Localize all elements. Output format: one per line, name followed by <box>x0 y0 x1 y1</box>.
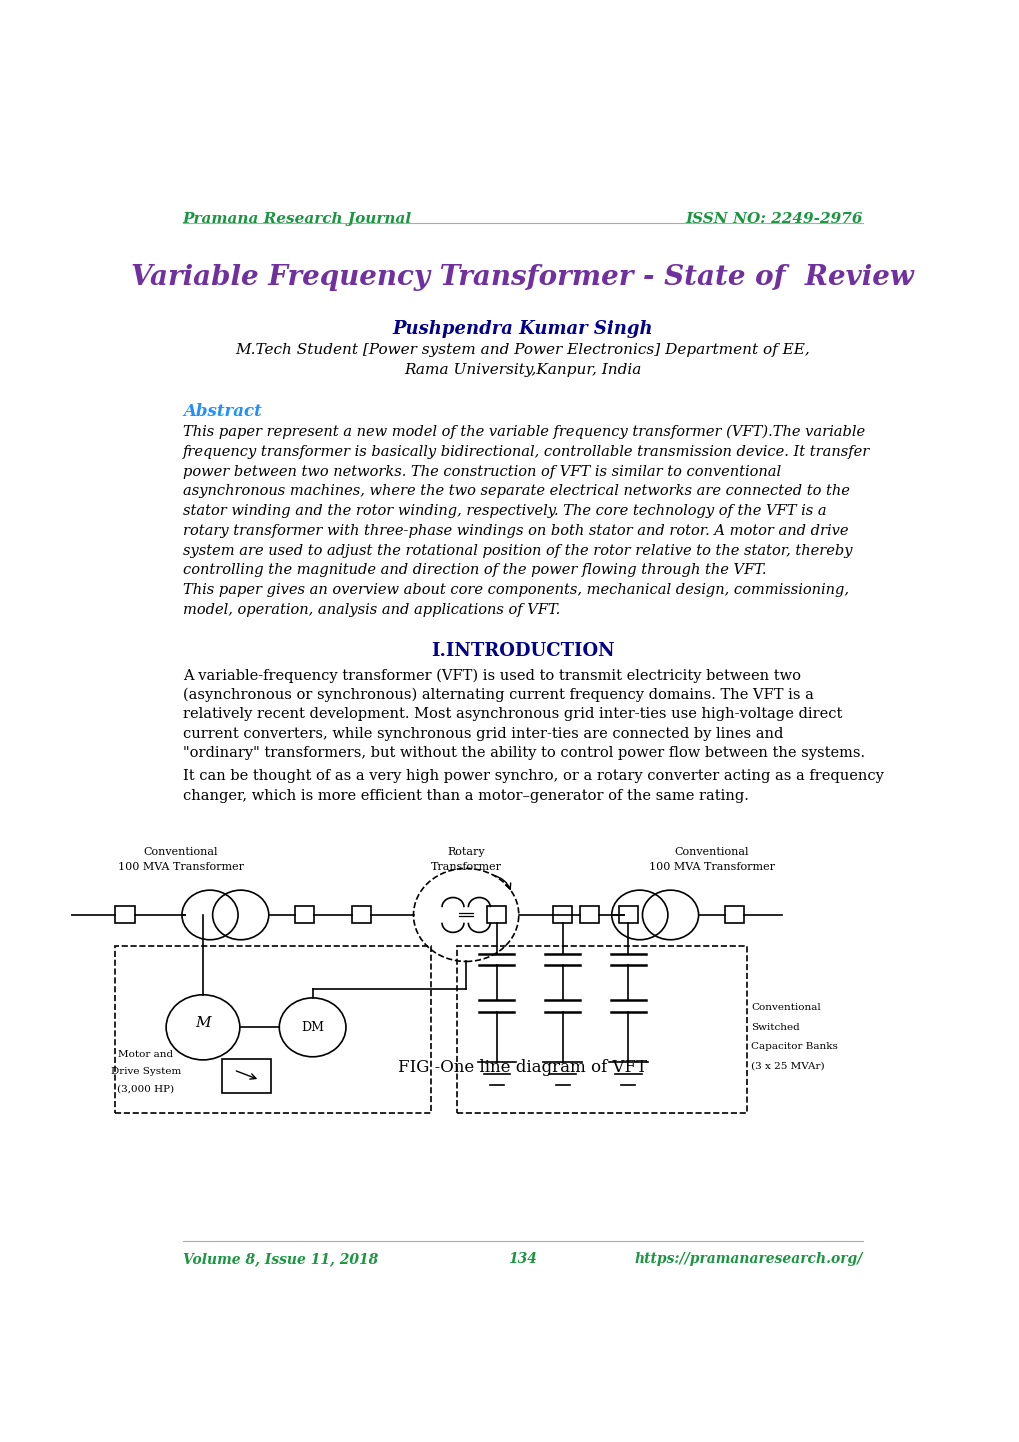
Text: Conventional: Conventional <box>750 1004 820 1012</box>
Text: This paper gives an overview about core components, mechanical design, commissio: This paper gives an overview about core … <box>182 583 848 597</box>
Text: changer, which is more efficient than a motor–generator of the same rating.: changer, which is more efficient than a … <box>182 789 748 803</box>
Text: Abstract: Abstract <box>182 402 261 420</box>
Text: Pushpendra Kumar Singh: Pushpendra Kumar Singh <box>392 320 652 337</box>
Text: Motor and: Motor and <box>118 1050 173 1058</box>
Text: I.INTRODUCTION: I.INTRODUCTION <box>430 642 614 659</box>
Text: A variable-frequency transformer (VFT) is used to transmit electricity between t: A variable-frequency transformer (VFT) i… <box>182 668 800 682</box>
Text: asynchronous machines, where the two separate electrical networks are connected : asynchronous machines, where the two sep… <box>182 485 849 499</box>
Text: Conventional: Conventional <box>674 846 748 857</box>
Text: current converters, while synchronous grid inter-ties are connected by lines and: current converters, while synchronous gr… <box>182 727 783 741</box>
Text: (asynchronous or synchronous) alternating current frequency domains. The VFT is : (asynchronous or synchronous) alternatin… <box>182 688 813 702</box>
Text: "ordinary" transformers, but without the ability to control power flow between t: "ordinary" transformers, but without the… <box>182 746 864 760</box>
Text: controlling the magnitude and direction of the power flowing through the VFT.: controlling the magnitude and direction … <box>182 564 765 577</box>
Bar <box>619 907 638 923</box>
Bar <box>725 907 744 923</box>
Text: Transformer: Transformer <box>430 862 501 872</box>
Bar <box>352 907 371 923</box>
Text: model, operation, analysis and applications of VFT.: model, operation, analysis and applicati… <box>182 603 559 617</box>
Text: FIG -One line diagram of VFT: FIG -One line diagram of VFT <box>397 1058 647 1076</box>
Bar <box>294 907 314 923</box>
Text: Switched: Switched <box>750 1022 799 1032</box>
Text: relatively recent development. Most asynchronous grid inter-ties use high-voltag: relatively recent development. Most asyn… <box>182 707 842 721</box>
Bar <box>552 907 572 923</box>
Text: stator winding and the rotor winding, respectively. The core technology of the V: stator winding and the rotor winding, re… <box>182 505 825 518</box>
Bar <box>580 907 599 923</box>
Text: M.Tech Student [Power system and Power Electronics] Department of EE,: M.Tech Student [Power system and Power E… <box>235 343 809 358</box>
Text: frequency transformer is basically bidirectional, controllable transmission devi: frequency transformer is basically bidir… <box>182 444 869 459</box>
Text: power between two networks. The construction of VFT is similar to conventional: power between two networks. The construc… <box>182 464 781 479</box>
Bar <box>457 946 746 1113</box>
Text: 100 MVA Transformer: 100 MVA Transformer <box>118 862 244 872</box>
Text: Volume 8, Issue 11, 2018: Volume 8, Issue 11, 2018 <box>182 1252 378 1266</box>
Bar <box>115 907 135 923</box>
Text: ISSN NO: 2249-2976: ISSN NO: 2249-2976 <box>685 212 862 226</box>
Text: Capacitor Banks: Capacitor Banks <box>750 1043 838 1051</box>
Text: DM: DM <box>301 1021 324 1034</box>
Text: Rotary: Rotary <box>447 846 484 857</box>
Text: rotary transformer with three-phase windings on both stator and rotor. A motor a: rotary transformer with three-phase wind… <box>182 523 848 538</box>
Text: Pramana Research Journal: Pramana Research Journal <box>182 212 412 226</box>
FancyArrowPatch shape <box>493 875 511 890</box>
Text: Variable Frequency Transformer - State of  Review: Variable Frequency Transformer - State o… <box>131 264 913 291</box>
Bar <box>222 1058 271 1093</box>
Text: 134: 134 <box>507 1252 537 1266</box>
Text: (3,000 HP): (3,000 HP) <box>117 1084 174 1093</box>
Bar <box>487 907 506 923</box>
Text: Rama University,Kanpur, India: Rama University,Kanpur, India <box>404 363 641 376</box>
Text: Drive System: Drive System <box>111 1067 181 1076</box>
Text: 100 MVA Transformer: 100 MVA Transformer <box>648 862 774 872</box>
Text: This paper represent a new model of the variable frequency transformer (VFT).The: This paper represent a new model of the … <box>182 425 864 440</box>
Text: system are used to adjust the rotational position of the rotor relative to the s: system are used to adjust the rotational… <box>182 544 852 558</box>
Text: (3 x 25 MVAr): (3 x 25 MVAr) <box>750 1061 824 1070</box>
Text: Conventional: Conventional <box>144 846 218 857</box>
Text: https://pramanaresearch.org/: https://pramanaresearch.org/ <box>634 1252 862 1266</box>
Text: M: M <box>195 1017 211 1031</box>
Text: It can be thought of as a very high power synchro, or a rotary converter acting : It can be thought of as a very high powe… <box>182 769 882 783</box>
Bar <box>115 946 431 1113</box>
